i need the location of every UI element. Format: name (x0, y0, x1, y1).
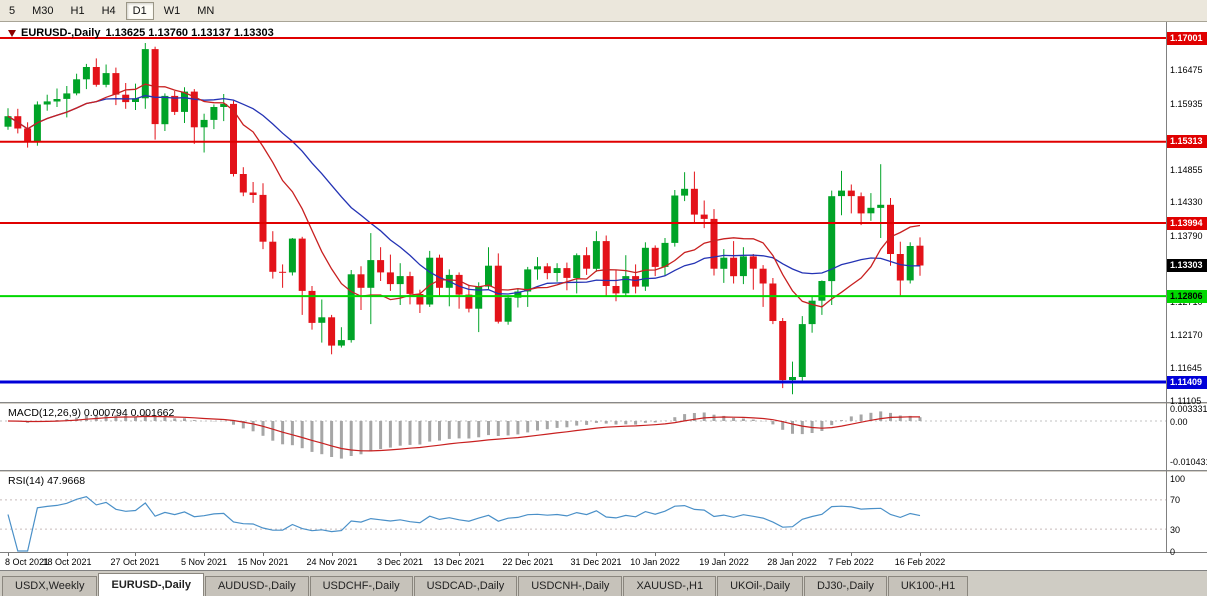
timeframe-button-m30[interactable]: M30 (32, 4, 54, 17)
chart-title: EURUSD-,Daily 1.13625 1.13760 1.13137 1.… (8, 27, 274, 39)
tab-usdcad-daily[interactable]: USDCAD-,Daily (413, 576, 518, 596)
chart-workspace: EURUSD-,Daily 1.13625 1.13760 1.13137 1.… (0, 22, 1207, 570)
price-level-badge: 1.15313 (1167, 135, 1207, 149)
date-tick-mark (724, 553, 725, 556)
tab-usdchf-daily[interactable]: USDCHF-,Daily (309, 576, 413, 596)
tab-dj30-daily[interactable]: DJ30-,Daily (803, 576, 887, 596)
date-tick-mark (528, 553, 529, 556)
timeframe-toolbar: 5 M30 H1 H4 D1 W1 MN (0, 0, 1207, 22)
price-scale-divider (1166, 22, 1167, 552)
date-axis-label: 10 Jan 2022 (630, 557, 680, 567)
date-axis-label: 24 Nov 2021 (306, 557, 358, 567)
price-axis-label: 1.16475 (1170, 65, 1203, 76)
date-axis-label: 15 Nov 2021 (237, 557, 289, 567)
tab-uk100-h1[interactable]: UK100-,H1 (887, 576, 969, 596)
macd-axis-label: 0.00 (1170, 416, 1188, 427)
price-level-badge: 1.12806 (1167, 289, 1207, 303)
date-axis-label: 7 Feb 2022 (828, 557, 874, 567)
chart-symbol-label: EURUSD-,Daily (21, 27, 101, 39)
chart-ohlc-values: 1.13625 1.13760 1.13137 1.13303 (105, 27, 274, 39)
date-tick-mark (655, 553, 656, 556)
date-axis-label: 16 Feb 2022 (894, 557, 946, 567)
macd-panel-canvas[interactable] (0, 404, 1207, 470)
panel-splitter[interactable] (0, 470, 1207, 472)
date-axis-label: 3 Dec 2021 (376, 557, 424, 567)
chart-marker-icon (8, 29, 16, 37)
date-axis-label: 19 Jan 2022 (699, 557, 749, 567)
macd-indicator-label: MACD(12,26,9) 0.000794 0.001662 (8, 407, 175, 419)
date-tick-mark (8, 553, 9, 556)
tab-ukoil-daily[interactable]: UKOil-,Daily (717, 576, 803, 596)
date-axis-label: 5 Nov 2021 (180, 557, 228, 567)
date-tick-mark (459, 553, 460, 556)
date-axis-label: 8 Oct 2021 (4, 557, 50, 567)
price-axis-label: 1.14855 (1170, 165, 1203, 175)
macd-axis-label: -0.010431 (1170, 457, 1207, 468)
timeframe-button-5[interactable]: 5 (9, 4, 16, 17)
date-tick-mark (67, 553, 68, 556)
rsi-axis-label: 100 (1170, 473, 1186, 484)
price-axis-label: 1.15935 (1170, 98, 1203, 109)
date-tick-mark (792, 553, 793, 556)
tab-usdcnh-daily[interactable]: USDCNH-,Daily (518, 576, 623, 596)
price-level-badge: 1.11409 (1167, 375, 1207, 389)
timeframe-button-d1[interactable]: D1 (125, 1, 154, 20)
date-tick-mark (920, 553, 921, 556)
date-tick-mark (135, 553, 136, 556)
date-tick-mark (851, 553, 852, 556)
date-axis-label: 18 Oct 2021 (42, 557, 92, 567)
price-axis-label: 1.11105 (1170, 395, 1202, 406)
macd-axis-label: 0.003331 (1170, 403, 1207, 414)
current-price-badge: 1.13303 (1167, 259, 1207, 272)
date-axis-label: 27 Oct 2021 (110, 557, 160, 567)
panel-splitter[interactable] (0, 402, 1207, 404)
price-axis-label: 1.12170 (1170, 330, 1203, 341)
timeframe-button-h4[interactable]: H4 (101, 4, 116, 17)
price-axis-label: 1.13790 (1170, 230, 1203, 241)
timeframe-button-h1[interactable]: H1 (70, 4, 85, 17)
date-axis[interactable]: 8 Oct 2021 18 Oct 2021 27 Oct 2021 5 Nov 20… (0, 552, 1207, 570)
price-axis-label: 1.14330 (1170, 197, 1203, 208)
chart-tab-bar: USDX,Weekly EURUSD-,Daily AUDUSD-,Daily USD… (0, 570, 1207, 596)
timeframe-button-w1[interactable]: W1 (163, 4, 181, 17)
date-tick-mark (400, 553, 401, 556)
date-axis-label: 31 Dec 2021 (570, 557, 622, 567)
tab-xauusd-h1[interactable]: XAUUSD-,H1 (623, 576, 717, 596)
price-level-badge: 1.13994 (1167, 216, 1207, 230)
date-tick-mark (204, 553, 205, 556)
rsi-axis-label: 0 (1170, 546, 1176, 557)
date-axis-label: 28 Jan 2022 (767, 557, 817, 567)
price-chart-canvas[interactable] (0, 22, 1207, 402)
date-tick-mark (263, 553, 264, 556)
tab-audusd-daily[interactable]: AUDUSD-,Daily (204, 576, 309, 596)
date-tick-mark (332, 553, 333, 556)
price-level-badge: 1.17001 (1167, 31, 1207, 45)
rsi-indicator-label: RSI(14) 47.9668 (8, 475, 86, 487)
price-axis-label: 1.11645 (1170, 362, 1202, 373)
tab-eurusd-daily[interactable]: EURUSD-,Daily (98, 573, 204, 596)
rsi-panel-canvas[interactable] (0, 472, 1207, 552)
tab-usdx-weekly[interactable]: USDX,Weekly (2, 576, 98, 596)
rsi-axis-label: 30 (1170, 524, 1181, 535)
timeframe-button-mn[interactable]: MN (197, 4, 215, 17)
date-axis-label: 13 Dec 2021 (433, 557, 485, 567)
date-axis-label: 22 Dec 2021 (502, 557, 554, 567)
rsi-axis-label: 70 (1170, 495, 1181, 506)
date-tick-mark (596, 553, 597, 556)
